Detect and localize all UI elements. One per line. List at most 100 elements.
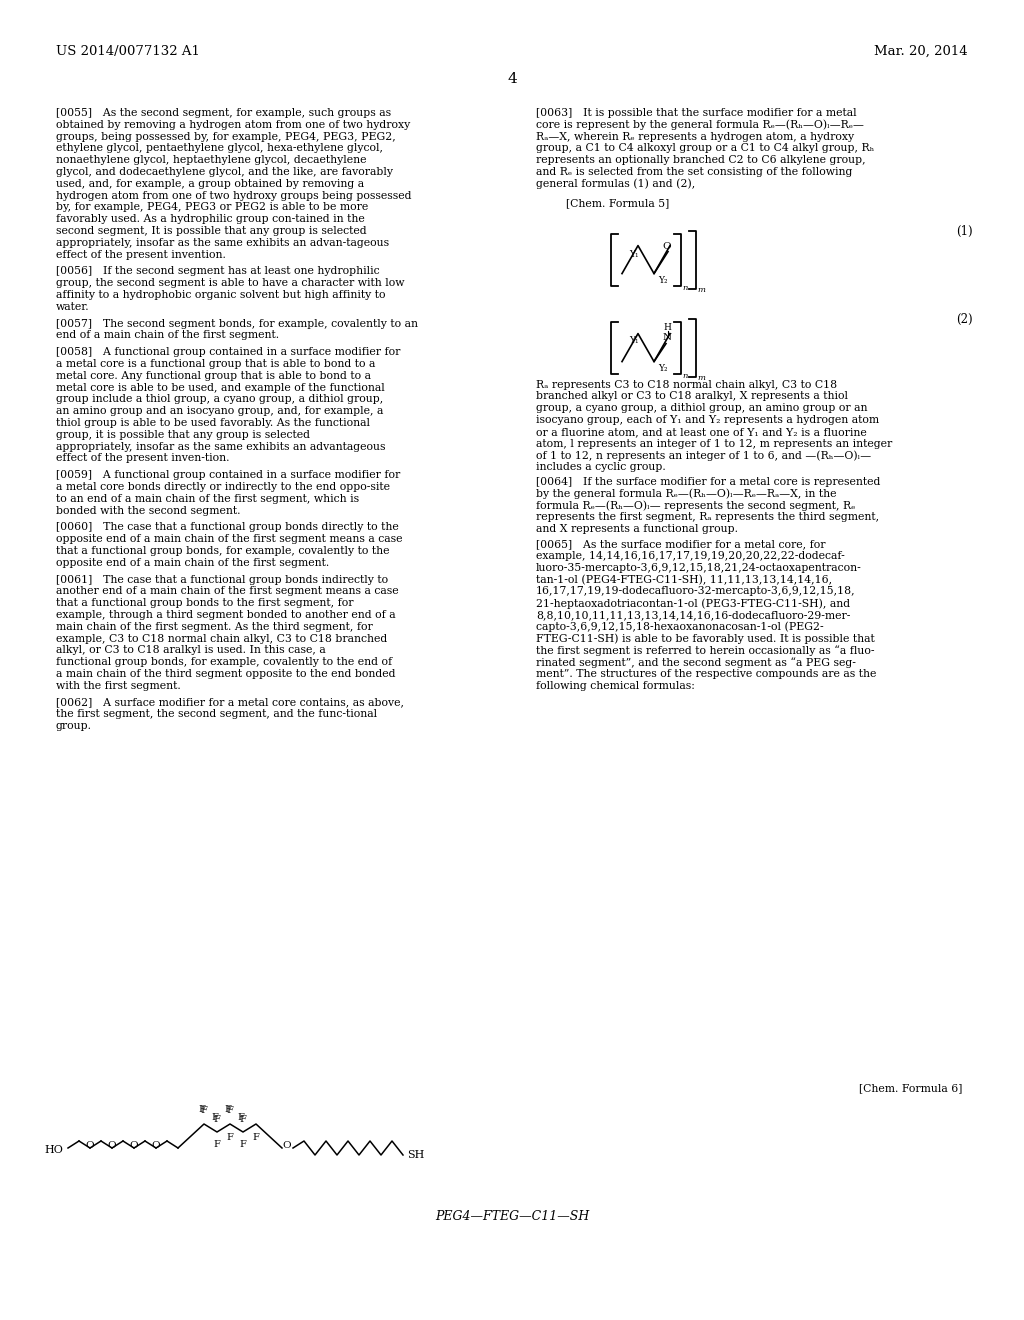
Text: or a fluorine atom, and at least one of Y₁ and Y₂ is a fluorine: or a fluorine atom, and at least one of … bbox=[536, 426, 866, 437]
Text: m: m bbox=[697, 285, 705, 293]
Text: F: F bbox=[224, 1105, 231, 1114]
Text: N: N bbox=[663, 333, 672, 342]
Text: another end of a main chain of the first segment means a case: another end of a main chain of the first… bbox=[56, 586, 398, 597]
Text: 4: 4 bbox=[507, 73, 517, 86]
Text: n: n bbox=[682, 284, 687, 292]
Text: used, and, for example, a group obtained by removing a: used, and, for example, a group obtained… bbox=[56, 178, 365, 189]
Text: [0059] A functional group contained in a surface modifier for: [0059] A functional group contained in a… bbox=[56, 470, 400, 480]
Text: by, for example, PEG4, PEG3 or PEG2 is able to be more: by, for example, PEG4, PEG3 or PEG2 is a… bbox=[56, 202, 369, 213]
Text: that a functional group bonds to the first segment, for: that a functional group bonds to the fir… bbox=[56, 598, 353, 609]
Text: [Chem. Formula 5]: [Chem. Formula 5] bbox=[566, 198, 670, 209]
Text: group, a cyano group, a dithiol group, an amino group or an: group, a cyano group, a dithiol group, a… bbox=[536, 403, 867, 413]
Text: and Rₑ is selected from the set consisting of the following: and Rₑ is selected from the set consisti… bbox=[536, 168, 852, 177]
Text: HO: HO bbox=[45, 1144, 63, 1155]
Text: example, 14,14,16,16,17,17,19,19,20,20,22,22-dodecaf-: example, 14,14,16,16,17,17,19,19,20,20,2… bbox=[536, 550, 845, 561]
Text: 8,8,10,10,11,11,13,13,14,14,16,16-dodecafluoro-29-mer-: 8,8,10,10,11,11,13,13,14,14,16,16-dodeca… bbox=[536, 610, 850, 620]
Text: metal core is able to be used, and example of the functional: metal core is able to be used, and examp… bbox=[56, 383, 385, 392]
Text: [0055] As the second segment, for example, such groups as: [0055] As the second segment, for exampl… bbox=[56, 108, 391, 117]
Text: a metal core is a functional group that is able to bond to a: a metal core is a functional group that … bbox=[56, 359, 376, 370]
Text: (2): (2) bbox=[956, 313, 973, 326]
Text: group.: group. bbox=[56, 721, 92, 731]
Text: Rₐ represents C3 to C18 normal chain alkyl, C3 to C18: Rₐ represents C3 to C18 normal chain alk… bbox=[536, 380, 838, 389]
Text: SH: SH bbox=[407, 1150, 424, 1160]
Text: [0062] A surface modifier for a metal core contains, as above,: [0062] A surface modifier for a metal co… bbox=[56, 697, 404, 708]
Text: F: F bbox=[253, 1133, 259, 1142]
Text: obtained by removing a hydrogen atom from one of two hydroxy: obtained by removing a hydrogen atom fro… bbox=[56, 120, 411, 129]
Text: represents the first segment, Rₐ represents the third segment,: represents the first segment, Rₐ represe… bbox=[536, 512, 880, 523]
Text: functional group bonds, for example, covalently to the end of: functional group bonds, for example, cov… bbox=[56, 657, 392, 667]
Text: includes a cyclic group.: includes a cyclic group. bbox=[536, 462, 666, 473]
Text: the first segment is referred to herein occasionally as “a fluo-: the first segment is referred to herein … bbox=[536, 645, 874, 656]
Text: represents an optionally branched C2 to C6 alkylene group,: represents an optionally branched C2 to … bbox=[536, 156, 865, 165]
Text: F: F bbox=[214, 1140, 220, 1148]
Text: n: n bbox=[682, 372, 687, 380]
Text: group include a thiol group, a cyano group, a dithiol group,: group include a thiol group, a cyano gro… bbox=[56, 395, 383, 404]
Text: a main chain of the third segment opposite to the end bonded: a main chain of the third segment opposi… bbox=[56, 669, 395, 678]
Text: that a functional group bonds, for example, covalently to the: that a functional group bonds, for examp… bbox=[56, 546, 389, 556]
Text: F: F bbox=[226, 1133, 233, 1142]
Text: the first segment, the second segment, and the func-tional: the first segment, the second segment, a… bbox=[56, 709, 377, 719]
Text: appropriately, insofar as the same exhibits an advan-tageous: appropriately, insofar as the same exhib… bbox=[56, 238, 389, 248]
Text: opposite end of a main chain of the first segment.: opposite end of a main chain of the firs… bbox=[56, 558, 330, 568]
Text: to an end of a main chain of the first segment, which is: to an end of a main chain of the first s… bbox=[56, 494, 359, 504]
Text: Y₂: Y₂ bbox=[658, 363, 668, 372]
Text: example, through a third segment bonded to another end of a: example, through a third segment bonded … bbox=[56, 610, 395, 620]
Text: by the general formula Rₑ—(Rₕ—O)ₗ—Rₑ—Rₐ—X, in the: by the general formula Rₑ—(Rₕ—O)ₗ—Rₑ—Rₐ—… bbox=[536, 488, 837, 499]
Text: opposite end of a main chain of the first segment means a case: opposite end of a main chain of the firs… bbox=[56, 535, 402, 544]
Text: tan-1-ol (PEG4-FTEG-C11-SH), 11,11,13,13,14,14,16,: tan-1-ol (PEG4-FTEG-C11-SH), 11,11,13,13… bbox=[536, 574, 833, 585]
Text: atom, l represents an integer of 1 to 12, m represents an integer: atom, l represents an integer of 1 to 12… bbox=[536, 438, 892, 449]
Text: O: O bbox=[282, 1140, 291, 1150]
Text: F: F bbox=[214, 1115, 220, 1125]
Text: and X represents a functional group.: and X represents a functional group. bbox=[536, 524, 738, 535]
Text: capto-3,6,9,12,15,18-hexaoxanonacosan-1-ol (PEG2-: capto-3,6,9,12,15,18-hexaoxanonacosan-1-… bbox=[536, 622, 823, 632]
Text: FTEG-C11-SH) is able to be favorably used. It is possible that: FTEG-C11-SH) is able to be favorably use… bbox=[536, 634, 874, 644]
Text: O: O bbox=[86, 1140, 94, 1150]
Text: alkyl, or C3 to C18 aralkyl is used. In this case, a: alkyl, or C3 to C18 aralkyl is used. In … bbox=[56, 645, 326, 656]
Text: main chain of the first segment. As the third segment, for: main chain of the first segment. As the … bbox=[56, 622, 373, 632]
Text: [0058] A functional group contained in a surface modifier for: [0058] A functional group contained in a… bbox=[56, 347, 400, 358]
Text: affinity to a hydrophobic organic solvent but high affinity to: affinity to a hydrophobic organic solven… bbox=[56, 290, 385, 300]
Text: effect of the present inven-tion.: effect of the present inven-tion. bbox=[56, 453, 229, 463]
Text: PEG4—FTEG—C11—SH: PEG4—FTEG—C11—SH bbox=[435, 1210, 589, 1224]
Text: [0060] The case that a functional group bonds directly to the: [0060] The case that a functional group … bbox=[56, 523, 398, 532]
Text: a metal core bonds directly or indirectly to the end oppo-site: a metal core bonds directly or indirectl… bbox=[56, 482, 390, 492]
Text: second segment, It is possible that any group is selected: second segment, It is possible that any … bbox=[56, 226, 367, 236]
Text: rinated segment”, and the second segment as “a PEG seg-: rinated segment”, and the second segment… bbox=[536, 657, 856, 668]
Text: (1): (1) bbox=[956, 224, 973, 238]
Text: Y₂: Y₂ bbox=[658, 276, 668, 285]
Text: F: F bbox=[201, 1106, 208, 1115]
Text: H: H bbox=[664, 323, 671, 333]
Text: Y₁: Y₁ bbox=[630, 335, 639, 345]
Text: core is represent by the general formula Rₑ—(Rₕ—O)ₗ—Rₑ—: core is represent by the general formula… bbox=[536, 120, 864, 131]
Text: isocyano group, each of Y₁ and Y₂ represents a hydrogen atom: isocyano group, each of Y₁ and Y₂ repres… bbox=[536, 414, 880, 425]
Text: F: F bbox=[240, 1115, 247, 1125]
Text: [Chem. Formula 6]: [Chem. Formula 6] bbox=[859, 1082, 962, 1093]
Text: [0063] It is possible that the surface modifier for a metal: [0063] It is possible that the surface m… bbox=[536, 108, 857, 117]
Text: [0056] If the second segment has at least one hydrophilic: [0056] If the second segment has at leas… bbox=[56, 267, 380, 276]
Text: group, a C1 to C4 alkoxyl group or a C1 to C4 alkyl group, Rₕ: group, a C1 to C4 alkoxyl group or a C1 … bbox=[536, 144, 874, 153]
Text: formula Rₑ—(Rₕ—O)ₗ— represents the second segment, Rₑ: formula Rₑ—(Rₕ—O)ₗ— represents the secon… bbox=[536, 500, 855, 511]
Text: F: F bbox=[212, 1113, 218, 1122]
Text: luoro-35-mercapto-3,6,9,12,15,18,21,24-octaoxapentracon-: luoro-35-mercapto-3,6,9,12,15,18,21,24-o… bbox=[536, 562, 862, 573]
Text: O: O bbox=[152, 1140, 161, 1150]
Text: O: O bbox=[130, 1140, 138, 1150]
Text: F: F bbox=[240, 1140, 247, 1148]
Text: ment”. The structures of the respective compounds are as the: ment”. The structures of the respective … bbox=[536, 669, 877, 678]
Text: [0057] The second segment bonds, for example, covalently to an: [0057] The second segment bonds, for exa… bbox=[56, 318, 418, 329]
Text: [0061] The case that a functional group bonds indirectly to: [0061] The case that a functional group … bbox=[56, 574, 388, 585]
Text: of 1 to 12, n represents an integer of 1 to 6, and —(Rₕ—O)ₗ—: of 1 to 12, n represents an integer of 1… bbox=[536, 450, 871, 461]
Text: Y₁: Y₁ bbox=[630, 249, 639, 259]
Text: F: F bbox=[226, 1106, 233, 1115]
Text: m: m bbox=[697, 374, 705, 381]
Text: general formulas (1) and (2),: general formulas (1) and (2), bbox=[536, 178, 695, 189]
Text: [0064] If the surface modifier for a metal core is represented: [0064] If the surface modifier for a met… bbox=[536, 477, 881, 487]
Text: Rₐ—X, wherein Rₑ represents a hydrogen atom, a hydroxy: Rₐ—X, wherein Rₑ represents a hydrogen a… bbox=[536, 132, 854, 141]
Text: nonaethylene glycol, heptaethylene glycol, decaethylene: nonaethylene glycol, heptaethylene glyco… bbox=[56, 156, 367, 165]
Text: thiol group is able to be used favorably. As the functional: thiol group is able to be used favorably… bbox=[56, 418, 370, 428]
Text: branched alkyl or C3 to C18 aralkyl, X represents a thiol: branched alkyl or C3 to C18 aralkyl, X r… bbox=[536, 392, 848, 401]
Text: glycol, and dodecaethylene glycol, and the like, are favorably: glycol, and dodecaethylene glycol, and t… bbox=[56, 168, 393, 177]
Text: example, C3 to C18 normal chain alkyl, C3 to C18 branched: example, C3 to C18 normal chain alkyl, C… bbox=[56, 634, 387, 644]
Text: F: F bbox=[199, 1105, 206, 1114]
Text: [0065] As the surface modifier for a metal core, for: [0065] As the surface modifier for a met… bbox=[536, 539, 825, 549]
Text: ethylene glycol, pentaethylene glycol, hexa-ethylene glycol,: ethylene glycol, pentaethylene glycol, h… bbox=[56, 144, 383, 153]
